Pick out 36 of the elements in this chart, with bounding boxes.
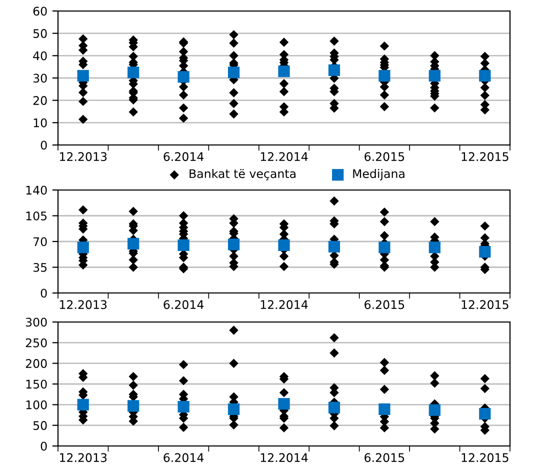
x-tick-label: 6.2015 (364, 152, 404, 162)
x-tick-label: 12.2014 (260, 152, 308, 162)
x-tick-label: 6.2014 (164, 453, 204, 462)
y-tick-label: 140 (26, 186, 47, 195)
y-tick-label: 200 (26, 359, 47, 368)
x-tick-label: 6.2015 (364, 300, 404, 310)
x-tick-label: 12.2014 (260, 300, 308, 310)
x-tick-label: 6.2014 (164, 152, 204, 162)
y-tick-label: 100 (26, 400, 47, 410)
y-tick-label: 30 (33, 74, 47, 83)
y-tick-label: 10 (34, 118, 47, 128)
y-tick-label: 50 (33, 421, 47, 430)
x-tick-label: 12.2014 (260, 453, 308, 462)
x-tick-label: 12.2013 (60, 453, 107, 462)
x-tick-label: 12.2013 (60, 152, 107, 162)
x-tick-label: 6.2015 (364, 453, 404, 462)
y-tick-label: 20 (33, 96, 47, 105)
x-tick-label: 12.2013 (60, 300, 107, 310)
x-tick-label: 12.2015 (462, 300, 508, 310)
y-tick-label: 0 (40, 442, 47, 451)
y-tick-label: 40 (33, 51, 47, 60)
y-tick-label: 300 (26, 318, 47, 327)
legend-label: Medijana (353, 168, 404, 180)
y-tick-label: 70 (34, 237, 47, 246)
x-tick-label: 6.2014 (164, 300, 204, 310)
legend-label: Bankat të veçanta (190, 168, 296, 180)
y-tick-label: 250 (26, 338, 47, 348)
y-tick-label: 0 (40, 288, 47, 298)
x-tick-label: 12.2015 (462, 453, 508, 462)
x-tick-label: 12.2015 (462, 152, 508, 162)
y-tick-label: 50 (33, 29, 47, 38)
y-tick-label: 60 (33, 6, 47, 16)
y-tick-label: 35 (33, 262, 47, 272)
y-tick-label: 150 (26, 380, 47, 389)
y-tick-label: 0 (40, 140, 47, 150)
y-tick-label: 105 (26, 211, 47, 220)
